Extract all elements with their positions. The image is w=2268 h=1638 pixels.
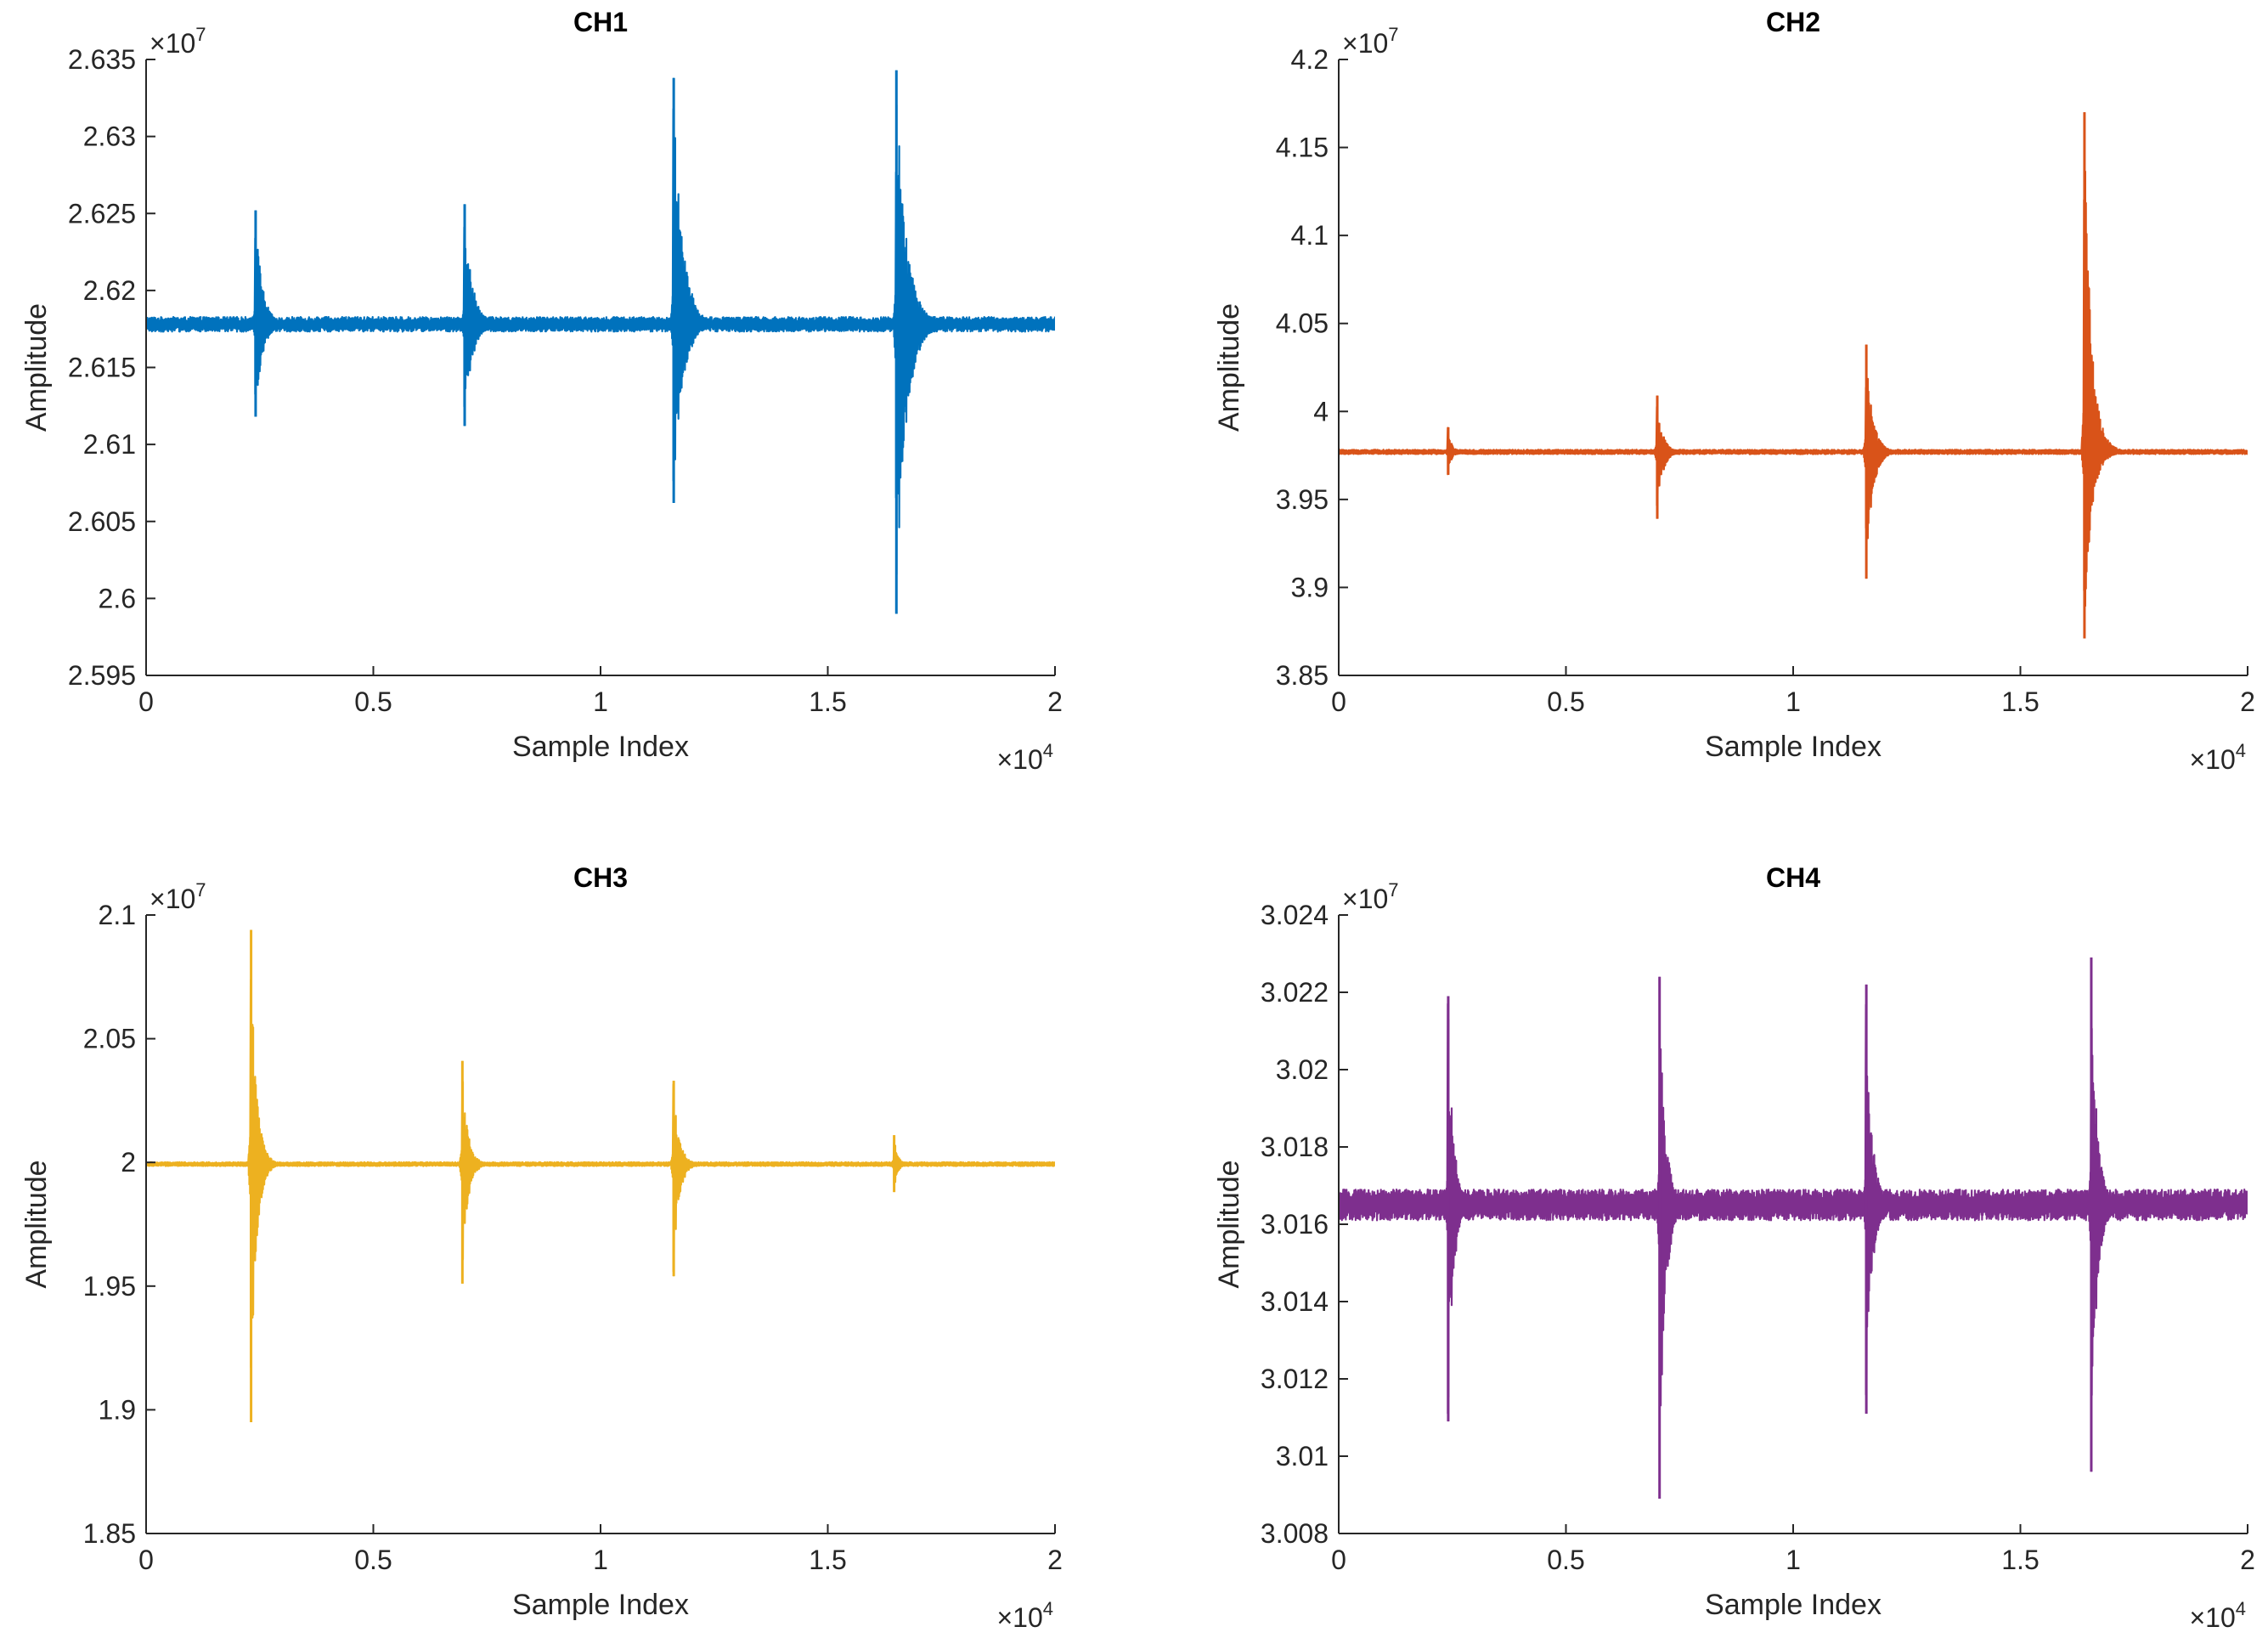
ch3-xtick-label: 0 — [138, 1545, 154, 1575]
ch2-xtick-label: 0 — [1331, 686, 1346, 717]
ch4-xtick-label: 0 — [1331, 1545, 1346, 1575]
ch4-xtick-label: 2 — [2240, 1545, 2255, 1575]
ch4-ytick-label: 3.01 — [1276, 1441, 1329, 1471]
ch2-x-exponent-power: 4 — [2236, 740, 2246, 761]
ch1-ytick-label: 2.605 — [68, 506, 136, 537]
ch2-xtick-label: 2 — [2240, 686, 2255, 717]
ch4-xtick-label: 1.5 — [2001, 1545, 2039, 1575]
ch1-ytick-label: 2.63 — [83, 121, 136, 152]
ch2-title: CH2 — [1766, 7, 1820, 37]
ch4-y-exponent-power: 7 — [1388, 879, 1398, 901]
ch4-x-exponent: ×104 — [2189, 1598, 2246, 1633]
ch3-xtick-label: 2 — [1047, 1545, 1063, 1575]
ch3-ytick-label: 1.85 — [83, 1518, 136, 1549]
ch4-x-exponent-power: 4 — [2236, 1598, 2246, 1619]
ch4-ytick-label: 3.008 — [1261, 1518, 1329, 1549]
ch1-x-exponent-base: ×10 — [996, 744, 1042, 775]
ch2-ytick-label: 4.2 — [1291, 44, 1329, 75]
ch2-x-exponent: ×104 — [2189, 740, 2246, 775]
ch2-ylabel: Amplitude — [1213, 303, 1245, 432]
panel-ch1: 0 0.5 1 1.5 2 2.595 2.6 2.605 2.61 2.615 2.62 2.625… — [20, 7, 1063, 775]
panel-ch3: 0 0.5 1 1.5 2 1.85 1.9 1.95 2 2.05 2.1 CH3 Sample In… — [20, 862, 1063, 1633]
ch3-xtick-label: 0.5 — [354, 1545, 392, 1575]
ch1-xtick-label: 1.5 — [809, 686, 846, 717]
ch3-ylabel: Amplitude — [20, 1160, 53, 1288]
ch1-ytick-label: 2.6 — [99, 583, 136, 613]
ch3-xtick-label: 1.5 — [809, 1545, 846, 1575]
ch1-x-exponent-power: 4 — [1043, 740, 1053, 761]
ch1-xtick-label: 0 — [138, 686, 154, 717]
ch2-x-exponent-base: ×10 — [2189, 744, 2235, 775]
ch2-ytick-label: 4.15 — [1276, 133, 1329, 163]
ch3-x-exponent-base: ×10 — [996, 1602, 1042, 1633]
ch4-xtick-label: 0.5 — [1547, 1545, 1584, 1575]
ch2-xtick-label: 1.5 — [2001, 686, 2039, 717]
ch1-y-exponent-power: 7 — [195, 24, 206, 45]
ch1-ytick-label: 2.635 — [68, 44, 136, 75]
ch4-ytick-label: 3.022 — [1261, 977, 1329, 1008]
ch4-ylabel: Amplitude — [1213, 1160, 1245, 1288]
ch4-ytick-label: 3.018 — [1261, 1132, 1329, 1162]
ch3-ytick-label: 1.9 — [99, 1394, 136, 1425]
ch2-ytick-label: 4.05 — [1276, 308, 1329, 339]
ch4-x-exponent-base: ×10 — [2189, 1602, 2235, 1633]
ch2-xtick-label: 0.5 — [1547, 686, 1584, 717]
ch2-ytick-label: 3.9 — [1291, 572, 1329, 602]
ch3-y-exponent: ×107 — [150, 879, 206, 914]
ch2-xtick-label: 1 — [1786, 686, 1801, 717]
ch4-title: CH4 — [1766, 862, 1820, 893]
ch1-x-exponent: ×104 — [996, 740, 1053, 775]
ch3-ytick-label: 2 — [121, 1147, 136, 1178]
ch1-xtick-label: 1 — [593, 686, 608, 717]
ch3-ytick-label: 2.05 — [83, 1024, 136, 1054]
ch2-ytick-label: 4.1 — [1291, 220, 1329, 251]
ch2-y-exponent-power: 7 — [1388, 24, 1398, 45]
ch3-ytick-label: 2.1 — [99, 900, 136, 930]
ch4-y-exponent: ×107 — [1342, 879, 1399, 914]
ch1-ytick-label: 2.61 — [83, 429, 136, 460]
ch4-y-exponent-base: ×10 — [1342, 884, 1388, 914]
panel-ch2: 0 0.5 1 1.5 2 3.85 3.9 3.95 4 4.05 4.1 4.15 4.2 CH2 Sa… — [1213, 7, 2255, 775]
ch4-ytick-label: 3.024 — [1261, 900, 1329, 930]
ch1-ytick-label: 2.595 — [68, 660, 136, 691]
ch2-xlabel: Sample Index — [1705, 731, 1882, 763]
ch4-xlabel: Sample Index — [1705, 1589, 1882, 1621]
ch3-y-exponent-power: 7 — [195, 879, 206, 901]
ch1-xtick-label: 0.5 — [354, 686, 392, 717]
ch3-ytick-label: 1.95 — [83, 1271, 136, 1302]
ch3-x-exponent-power: 4 — [1043, 1598, 1053, 1619]
ch3-x-exponent: ×104 — [996, 1598, 1053, 1633]
ch2-ytick-label: 4 — [1313, 396, 1329, 426]
ch3-xlabel: Sample Index — [512, 1589, 689, 1621]
ch1-title: CH1 — [573, 7, 628, 37]
ch2-ytick-label: 3.95 — [1276, 484, 1329, 515]
ch4-ytick-label: 3.02 — [1276, 1054, 1329, 1085]
ch1-y-exponent-base: ×10 — [150, 28, 195, 59]
ch2-y-exponent: ×107 — [1342, 24, 1399, 59]
ch3-title: CH3 — [573, 862, 628, 893]
ch1-xtick-label: 2 — [1047, 686, 1063, 717]
ch2-ytick-label: 3.85 — [1276, 660, 1329, 691]
ch1-y-exponent: ×107 — [150, 24, 206, 59]
ch4-ytick-label: 3.012 — [1261, 1364, 1329, 1394]
ch1-ytick-label: 2.615 — [68, 353, 136, 383]
panel-ch4: 0 0.5 1 1.5 2 3.008 3.01 3.012 3.014 3.016 3.018 3.… — [1213, 862, 2255, 1633]
ch1-ytick-label: 2.625 — [68, 198, 136, 229]
ch4-xtick-label: 1 — [1786, 1545, 1801, 1575]
ch2-y-exponent-base: ×10 — [1342, 28, 1388, 59]
ch1-ylabel: Amplitude — [20, 303, 53, 432]
ch4-ytick-label: 3.014 — [1261, 1286, 1329, 1317]
ch3-y-exponent-base: ×10 — [150, 884, 195, 914]
ch4-ytick-label: 3.016 — [1261, 1209, 1329, 1240]
ch3-xtick-label: 1 — [593, 1545, 608, 1575]
ch1-xlabel: Sample Index — [512, 731, 689, 763]
ch1-ytick-label: 2.62 — [83, 275, 136, 306]
